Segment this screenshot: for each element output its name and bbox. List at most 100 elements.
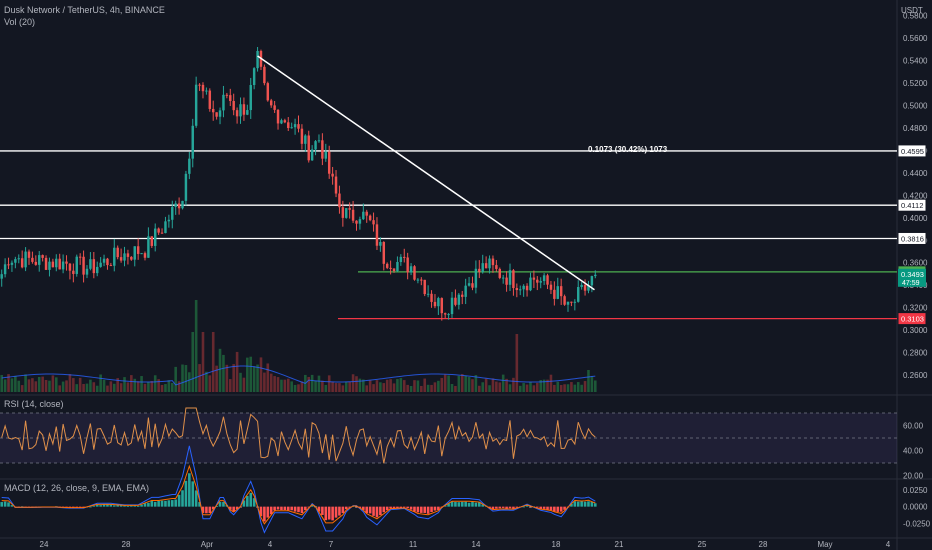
price-tick-label: 0.2600 xyxy=(903,371,928,380)
macd-histogram-bar xyxy=(529,506,532,508)
currency-label[interactable]: USDT xyxy=(901,6,923,15)
volume-bar xyxy=(228,379,232,392)
macd-histogram-bar xyxy=(413,506,416,512)
candle-body xyxy=(55,258,58,268)
volume-bar xyxy=(164,384,167,392)
volume-bar xyxy=(549,374,553,392)
price-tick-label: 0.3600 xyxy=(903,259,928,268)
volume-bar xyxy=(321,380,324,392)
volume-bar xyxy=(546,379,549,392)
volume-bar xyxy=(580,384,583,392)
macd-histogram-bar xyxy=(409,506,413,510)
rsi-label: RSI (14, close) xyxy=(4,399,64,409)
volume-bar xyxy=(246,357,249,392)
candle-body xyxy=(287,122,290,129)
candle-body xyxy=(331,173,334,177)
macd-histogram-bar xyxy=(559,506,563,512)
candle-body xyxy=(556,286,559,299)
volume-bar xyxy=(460,374,464,392)
candle-body xyxy=(532,277,536,280)
volume-bar xyxy=(334,383,338,392)
candle-body xyxy=(345,208,348,218)
macd-histogram-bar xyxy=(153,501,157,507)
macd-histogram-bar xyxy=(338,506,341,516)
candle-body xyxy=(167,219,171,222)
candle-body xyxy=(78,256,82,258)
macd-histogram-bar xyxy=(324,506,328,521)
volume-bar xyxy=(576,382,580,392)
candle-body xyxy=(454,297,457,305)
candle-body xyxy=(225,94,229,96)
volume-bar xyxy=(191,332,195,392)
volume-bar xyxy=(471,379,474,392)
candle-body xyxy=(65,261,68,264)
candle-body xyxy=(355,220,358,224)
volume-bar xyxy=(529,382,532,392)
macd-histogram-bar xyxy=(181,490,184,507)
candle-body xyxy=(580,284,583,288)
candle-body xyxy=(75,256,78,274)
price-tick-label: 0.5400 xyxy=(903,56,928,65)
volume-bar xyxy=(92,382,96,392)
candle-body xyxy=(280,120,283,124)
time-axis-label: 28 xyxy=(122,540,131,549)
volume-bar xyxy=(34,381,38,392)
macd-histogram-bar xyxy=(123,505,126,507)
candle-body xyxy=(498,268,502,278)
macd-histogram-bar xyxy=(0,502,4,507)
macd-histogram-bar xyxy=(82,506,85,508)
chart-title: Dusk Network / TetherUS, 4h, BINANCE xyxy=(4,5,165,15)
candle-body xyxy=(109,265,113,267)
volume-bar xyxy=(126,382,130,392)
candle-body xyxy=(143,253,147,258)
macd-histogram-bar xyxy=(10,505,14,507)
candle-body xyxy=(433,301,437,307)
macd-histogram-bar xyxy=(89,506,92,508)
volume-bar xyxy=(420,385,423,392)
volume-bar xyxy=(215,365,218,392)
candle-body xyxy=(297,124,300,129)
macd-histogram-bar xyxy=(321,506,324,515)
volume-bar xyxy=(389,379,392,392)
candle-body xyxy=(539,281,542,283)
macd-histogram-bar xyxy=(215,506,218,507)
volume-bar xyxy=(17,380,21,392)
volume-bar xyxy=(181,364,184,392)
volume-bar xyxy=(259,357,263,392)
candle-body xyxy=(399,256,403,262)
volume-bar xyxy=(249,356,253,392)
volume-bar xyxy=(379,382,382,392)
volume-bar xyxy=(188,372,191,392)
countdown-label: 47:59 xyxy=(902,280,920,287)
price-tick-label: 0.3000 xyxy=(903,326,928,335)
macd-histogram-bar xyxy=(140,504,143,507)
volume-bar xyxy=(24,374,27,392)
rsi-tick-label: 40.00 xyxy=(903,447,924,456)
macd-histogram-bar xyxy=(3,501,7,507)
candle-body xyxy=(252,68,256,86)
macd-tick-label: -0.0250 xyxy=(903,520,931,529)
volume-bar xyxy=(515,334,519,392)
candle-body xyxy=(174,203,177,207)
macd-histogram-bar xyxy=(450,501,454,507)
volume-ma-line xyxy=(1,365,596,386)
candle-body xyxy=(304,135,307,144)
macd-histogram-bar xyxy=(348,506,351,508)
volume-bar xyxy=(201,332,205,392)
volume-bar xyxy=(317,375,321,392)
volume-bar xyxy=(31,378,34,392)
volume-bar xyxy=(266,363,270,392)
time-axis-label: 4 xyxy=(268,540,273,549)
candle-body xyxy=(317,140,321,142)
volume-bar xyxy=(331,381,334,392)
volume-bar xyxy=(556,381,560,392)
candle-body xyxy=(348,208,351,210)
candle-body xyxy=(229,95,232,102)
volume-bar xyxy=(491,378,495,392)
price-tick-label: 0.4000 xyxy=(903,214,928,223)
volume-bar xyxy=(413,380,416,392)
volume-bar xyxy=(140,376,143,392)
volume-bar xyxy=(290,381,293,392)
volume-bar xyxy=(590,376,594,392)
